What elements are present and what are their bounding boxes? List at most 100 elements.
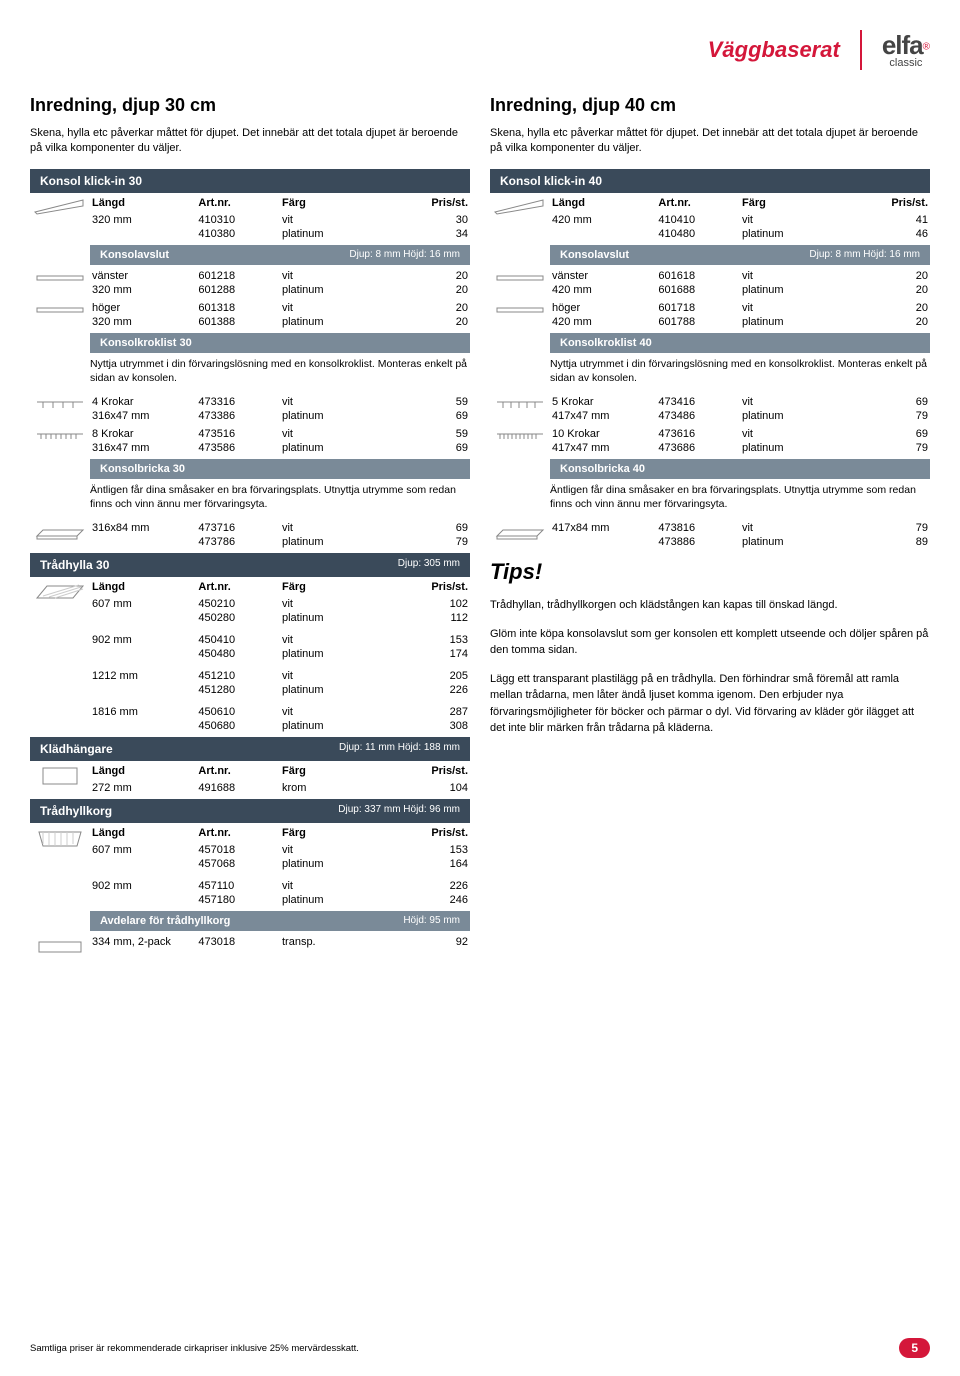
intro-40: Skena, hylla etc påverkar måttet för dju… [490, 126, 930, 157]
col-40cm: Inredning, djup 40 cm Skena, hylla etc p… [490, 95, 930, 963]
bar-konsol-40: Konsol klick-in 40 [490, 169, 930, 193]
table-bricka-40: 417x84 mm473816vit79473886platinum89 [550, 521, 930, 549]
thumb-divider-icon [30, 935, 90, 959]
tips-heading: Tips! [490, 559, 930, 585]
table-row: 10 Krokar473616vit69 [550, 427, 930, 441]
table-row: 450680platinum308 [90, 719, 470, 733]
table-row: 607 mm450210vit102 [90, 597, 470, 611]
table-row: 902 mm450410vit153 [90, 633, 470, 647]
table-row: vänster601218vit20 [90, 269, 470, 283]
table-krok4-30: 4 Krokar473316vit59316x47 mm473386platin… [90, 395, 470, 423]
heading-30: Inredning, djup 30 cm [30, 95, 470, 116]
bar-tradhylla-30: Trådhylla 30Djup: 305 mm [30, 553, 470, 577]
table-bricka-30: 316x84 mm473716vit69473786platinum79 [90, 521, 470, 549]
thumb-endcap-right-icon [30, 301, 90, 319]
bar-kladhangare: KlädhängareDjup: 11 mm Höjd: 188 mm [30, 737, 470, 761]
table-row: 473886platinum89 [550, 535, 930, 549]
top-brand-bar: Väggbaserat elfa® classic [30, 30, 930, 70]
table-row: vänster601618vit20 [550, 269, 930, 283]
footer-disclaimer: Samtliga priser är rekommenderade cirkap… [30, 1343, 359, 1354]
tips-box: Tips! Trådhyllan, trådhyllkorgen och klä… [490, 559, 930, 737]
bar-tradhyllkorg: TrådhyllkorgDjup: 337 mm Höjd: 96 mm [30, 799, 470, 823]
table-row: 316x84 mm473716vit69 [90, 521, 470, 535]
bar-kroklist-30: Konsolkroklist 30 [90, 333, 470, 353]
page-number: 5 [899, 1338, 930, 1358]
bar-bricka-30: Konsolbricka 30 [90, 459, 470, 479]
table-row: 410380platinum34 [90, 227, 470, 241]
thumb-bracket40-icon [490, 193, 550, 219]
table-avslut-h-30: höger601318vit20320 mm601388platinum20 [90, 301, 470, 329]
table-tradhylla-30: LängdArt.nr.FärgPris/st. 607 mm450210vit… [90, 577, 470, 733]
table-row: 457068platinum164 [90, 857, 470, 871]
thumb-hooks5-icon [490, 395, 550, 417]
bar-konsol-30: Konsol klick-in 30 [30, 169, 470, 193]
thumb-endcap-left-icon [30, 269, 90, 287]
table-konsol-40: LängdArt.nr.FärgPris/st. 420 mm410410vit… [550, 193, 930, 241]
bar-kroklist-40: Konsolkroklist 40 [550, 333, 930, 353]
table-row: höger601718vit20 [550, 301, 930, 315]
table-row: 420 mm410410vit41 [550, 213, 930, 227]
thumb-hooks8-icon [30, 427, 90, 449]
table-avslut-v-30: vänster601218vit20320 mm601288platinum20 [90, 269, 470, 297]
table-krok5-40: 5 Krokar473416vit69417x47 mm473486platin… [550, 395, 930, 423]
table-avslut-h-40: höger601718vit20420 mm601788platinum20 [550, 301, 930, 329]
heading-40: Inredning, djup 40 cm [490, 95, 930, 116]
thumb-wireshelf-icon [30, 577, 90, 607]
brand-elfa-logo: elfa® classic [882, 32, 930, 69]
table-row: 334 mm, 2-pack473018transp.92 [90, 935, 470, 949]
brand-main: Väggbaserat [708, 37, 840, 63]
table-row: 410480platinum46 [550, 227, 930, 241]
table-row: 320 mm410310vit30 [90, 213, 470, 227]
table-row: 316x47 mm473386platinum69 [90, 409, 470, 423]
table-row: 316x47 mm473586platinum69 [90, 441, 470, 455]
thumb-hanger-icon [30, 761, 90, 791]
thumb-endcap-left40-icon [490, 269, 550, 287]
thumb-bracket-icon [30, 193, 90, 219]
table-row: 5 Krokar473416vit69 [550, 395, 930, 409]
table-row: 902 mm457110vit226 [90, 879, 470, 893]
table-row: 451280platinum226 [90, 683, 470, 697]
col-30cm: Inredning, djup 30 cm Skena, hylla etc p… [30, 95, 470, 963]
table-row: höger601318vit20 [90, 301, 470, 315]
tips-p3: Lägg ett transparant plastilägg på en tr… [490, 671, 930, 737]
table-row: 417x47 mm473686platinum79 [550, 441, 930, 455]
thumb-tray40-icon [490, 521, 550, 545]
table-row: 420 mm601688platinum20 [550, 283, 930, 297]
table-row: 1212 mm451210vit205 [90, 669, 470, 683]
intro-30: Skena, hylla etc påverkar måttet för dju… [30, 126, 470, 157]
table-avslut-v-40: vänster601618vit20420 mm601688platinum20 [550, 269, 930, 297]
tips-p2: Glöm inte köpa konsolavslut som ger kons… [490, 626, 930, 659]
bar-konsolavslut-40: KonsolavslutDjup: 8 mm Höjd: 16 mm [550, 245, 930, 265]
table-row: 320 mm601288platinum20 [90, 283, 470, 297]
brand-divider [860, 30, 862, 70]
thumb-hooks10-icon [490, 427, 550, 449]
bar-avdelare: Avdelare för trådhyllkorgHöjd: 95 mm [90, 911, 470, 931]
table-konsol-30: LängdArt.nr.FärgPris/st. 320 mm410310vit… [90, 193, 470, 241]
tips-p1: Trådhyllan, trådhyllkorgen och klädstång… [490, 597, 930, 614]
table-row: 473786platinum79 [90, 535, 470, 549]
table-tradhyllkorg: LängdArt.nr.FärgPris/st. 607 mm457018vit… [90, 823, 470, 907]
bar-bricka-40: Konsolbricka 40 [550, 459, 930, 479]
table-row: 607 mm457018vit153 [90, 843, 470, 857]
table-row: 320 mm601388platinum20 [90, 315, 470, 329]
thumb-wirebasket-icon [30, 823, 90, 853]
thumb-endcap-right40-icon [490, 301, 550, 319]
table-avdelare: 334 mm, 2-pack473018transp.92 [90, 935, 470, 949]
table-row: 1816 mm450610vit287 [90, 705, 470, 719]
thumb-hooks4-icon [30, 395, 90, 417]
table-row: 420 mm601788platinum20 [550, 315, 930, 329]
table-row: 272 mm491688krom104 [90, 781, 470, 795]
page-footer: Samtliga priser är rekommenderade cirkap… [30, 1338, 930, 1358]
table-row: 457180platinum246 [90, 893, 470, 907]
table-row: 417x84 mm473816vit79 [550, 521, 930, 535]
table-row: 4 Krokar473316vit59 [90, 395, 470, 409]
bar-konsolavslut-30: KonsolavslutDjup: 8 mm Höjd: 16 mm [90, 245, 470, 265]
table-kladhangare: LängdArt.nr.FärgPris/st. 272 mm491688kro… [90, 761, 470, 795]
table-krok8-30: 8 Krokar473516vit59316x47 mm473586platin… [90, 427, 470, 455]
table-row: 417x47 mm473486platinum79 [550, 409, 930, 423]
table-row: 450280platinum112 [90, 611, 470, 625]
table-row: 450480platinum174 [90, 647, 470, 661]
table-row: 8 Krokar473516vit59 [90, 427, 470, 441]
table-krok10-40: 10 Krokar473616vit69417x47 mm473686plati… [550, 427, 930, 455]
thumb-tray-icon [30, 521, 90, 545]
